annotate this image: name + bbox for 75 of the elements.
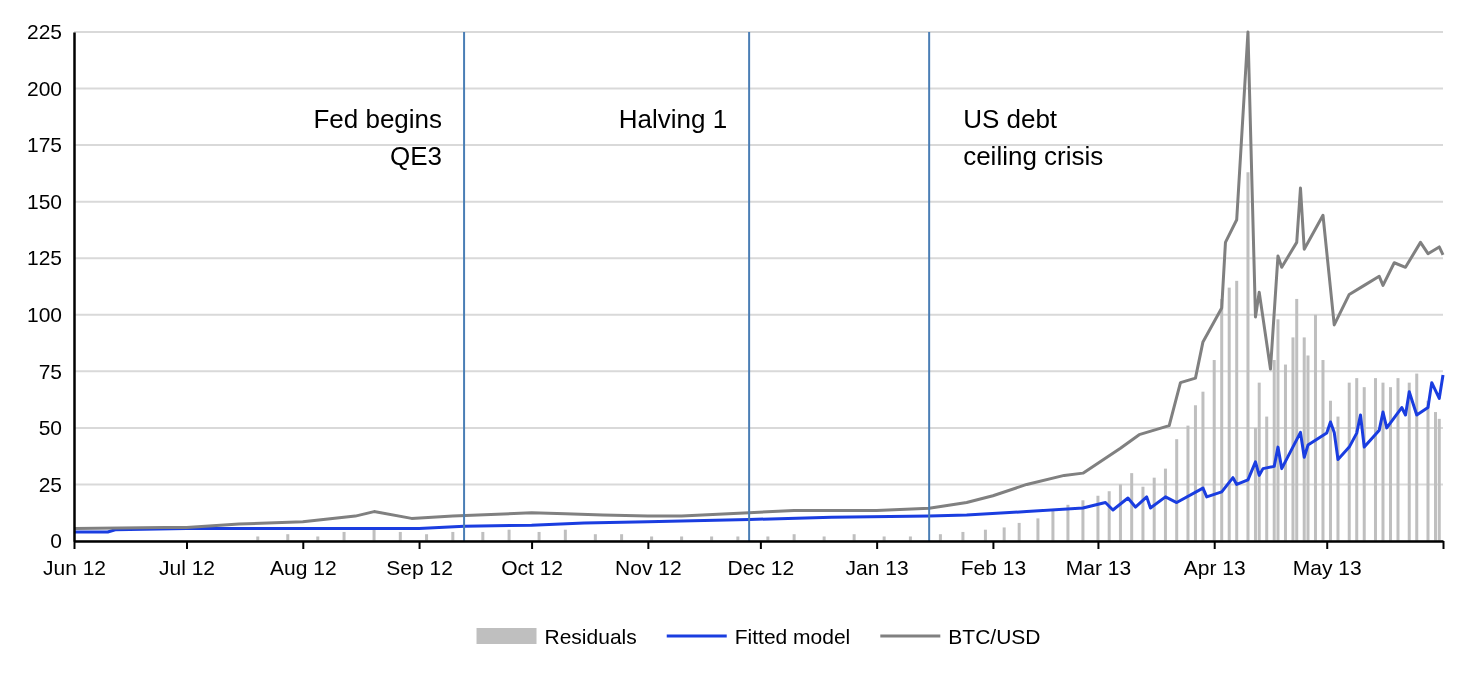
bar [1220,298,1224,541]
bar [938,534,942,541]
y-tick-label: 50 [38,416,62,440]
bar [1434,412,1437,541]
bar [1186,425,1190,541]
bar [1265,416,1269,541]
bar [1227,287,1231,541]
bar [1051,509,1055,541]
x-tick-label: Jun 12 [42,556,107,580]
x-tick-label: Apr 13 [1183,556,1246,580]
bar [1396,378,1400,541]
bar [852,534,856,541]
bar [1212,360,1216,541]
x-tick-label: Sep 12 [386,556,453,580]
x-tick-label: Feb 13 [960,556,1027,580]
bar [1276,319,1280,541]
bar [425,534,429,541]
x-tick-label: Dec 12 [727,556,795,580]
bar [1246,172,1250,541]
y-tick-label: 100 [26,303,62,326]
bar [1081,500,1085,541]
bar [1355,378,1359,541]
bar [1130,473,1134,541]
bar [1302,337,1306,541]
x-tick-label: Jan 13 [845,556,909,580]
bar [1388,387,1392,541]
y-tick-label: 75 [38,359,62,383]
bar [1152,477,1156,541]
legend-label: Residuals [544,625,637,648]
bar [1175,439,1179,541]
bar [1321,360,1325,541]
ref-line-label: Halving 1 [618,104,728,134]
bar [1373,378,1377,541]
bar [792,534,796,541]
bar [1295,298,1299,541]
bar [620,534,624,541]
y-tick-label: 0 [50,529,62,553]
bar [1415,373,1419,541]
y-tick-label: 175 [26,133,62,157]
x-tick-label: May 13 [1292,556,1362,580]
y-tick-label: 125 [26,246,62,270]
x-tick-label: Nov 12 [615,556,682,580]
legend-label: BTC/USD [948,625,1041,648]
bar [1426,400,1430,541]
bar [1193,405,1197,541]
bar [1201,391,1205,541]
y-tick-label: 25 [38,472,62,496]
x-tick-label: Aug 12 [270,556,337,580]
ref-line-label: Fed begins QE3 [313,104,443,171]
bar [1347,382,1351,541]
ref-line-label: US debt ceiling crisis [963,104,1104,171]
bar [1381,382,1385,541]
x-tick-label: Jul 12 [159,556,216,580]
bar [1096,495,1100,541]
y-tick-label: 150 [26,189,62,213]
bar [593,534,597,541]
bar [1283,364,1287,541]
bar [1407,382,1411,541]
bar [286,534,290,541]
bar [1017,522,1021,541]
bar [1163,468,1167,541]
x-tick-label: Oct 12 [501,556,564,580]
bar [1036,518,1040,541]
legend-label: Fitted model [734,625,851,648]
bar [1002,527,1006,541]
bar [1118,484,1122,541]
bar [1313,314,1317,541]
bar [1141,486,1145,541]
bar [1328,400,1332,541]
bar [1257,382,1261,541]
bar [1235,280,1239,541]
x-tick-label: Mar 13 [1065,556,1132,580]
y-tick-label: 225 [26,20,62,44]
y-tick-label: 200 [26,76,62,100]
bar [1362,387,1366,541]
